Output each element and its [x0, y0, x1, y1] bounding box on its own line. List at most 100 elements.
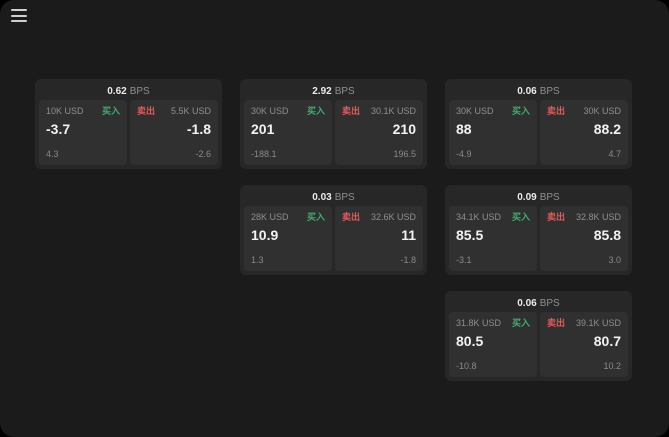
bps-label: BPS [334, 86, 355, 97]
sell-price: 85.8 [593, 227, 621, 243]
sell-delta: 4.7 [608, 149, 621, 159]
sell-price: 210 [392, 121, 416, 137]
quote-body: 30K USD 买入 201 -188.1 卖出 30.1K USD 210 1… [244, 100, 423, 165]
sell-size: 39.1K USD [575, 318, 621, 328]
spread-header: 0.06 BPS [449, 83, 628, 100]
buy-size: 10K USD [46, 106, 84, 116]
quote-body: 31.8K USD 买入 80.5 -10.8 卖出 39.1K USD 80.… [449, 312, 628, 377]
menu-icon[interactable] [11, 9, 27, 22]
quote-card: 0.09 BPS 34.1K USD 买入 85.5 -3.1 卖出 32.8K… [445, 185, 632, 275]
sell-size: 32.6K USD [370, 212, 416, 222]
sell-delta: 3.0 [608, 255, 621, 265]
buy-panel-header: 10K USD 买入 [46, 106, 120, 117]
buy-price: 201 [251, 121, 275, 137]
sell-panel-header: 卖出 39.1K USD [547, 318, 621, 329]
buy-price: 85.5 [456, 227, 484, 243]
sell-panel-header: 卖出 32.8K USD [547, 212, 621, 223]
buy-price: 88 [456, 121, 472, 137]
sell-panel[interactable]: 卖出 30K USD 88.2 4.7 [540, 100, 628, 165]
buy-price: 10.9 [251, 227, 279, 243]
quote-card: 0.62 BPS 10K USD 买入 -3.7 4.3 卖出 5.5K USD [35, 79, 222, 169]
buy-panel[interactable]: 30K USD 买入 88 -4.9 [449, 100, 537, 165]
buy-price: 80.5 [456, 333, 484, 349]
buy-delta: 1.3 [251, 255, 264, 265]
sell-panel[interactable]: 卖出 39.1K USD 80.7 10.2 [540, 312, 628, 377]
sell-price: 88.2 [593, 121, 621, 137]
buy-label: 买入 [101, 106, 120, 116]
menu-bar [11, 20, 27, 22]
buy-panel-header: 30K USD 买入 [251, 106, 325, 117]
spread-value: 0.09 [517, 192, 537, 203]
buy-size: 34.1K USD [456, 212, 502, 222]
sell-price: -1.8 [186, 121, 211, 137]
sell-label: 卖出 [547, 318, 566, 328]
buy-size: 30K USD [456, 106, 494, 116]
spread-header: 0.03 BPS [244, 189, 423, 206]
sell-delta: 10.2 [603, 361, 621, 371]
spread-header: 0.62 BPS [39, 83, 218, 100]
sell-price: 80.7 [593, 333, 621, 349]
sell-panel[interactable]: 卖出 30.1K USD 210 196.5 [335, 100, 423, 165]
sell-delta: -1.8 [400, 255, 416, 265]
spread-header: 0.09 BPS [449, 189, 628, 206]
sell-panel-header: 卖出 30K USD [547, 106, 621, 117]
spread-value: 2.92 [312, 86, 332, 97]
sell-delta: 196.5 [393, 149, 416, 159]
buy-panel[interactable]: 30K USD 买入 201 -188.1 [244, 100, 332, 165]
buy-size: 28K USD [251, 212, 289, 222]
sell-size: 30K USD [583, 106, 621, 116]
sell-panel[interactable]: 卖出 32.8K USD 85.8 3.0 [540, 206, 628, 271]
quote-cards-grid: 0.62 BPS 10K USD 买入 -3.7 4.3 卖出 5.5K USD [35, 79, 632, 381]
bps-label: BPS [129, 86, 150, 97]
quote-card: 0.06 BPS 30K USD 买入 88 -4.9 卖出 30K USD [445, 79, 632, 169]
quote-body: 30K USD 买入 88 -4.9 卖出 30K USD 88.2 4.7 [449, 100, 628, 165]
sell-panel[interactable]: 卖出 32.6K USD 11 -1.8 [335, 206, 423, 271]
buy-panel-header: 28K USD 买入 [251, 212, 325, 223]
buy-panel[interactable]: 34.1K USD 买入 85.5 -3.1 [449, 206, 537, 271]
sell-panel-header: 卖出 5.5K USD [137, 106, 211, 117]
spread-value: 0.03 [312, 192, 332, 203]
sell-panel[interactable]: 卖出 5.5K USD -1.8 -2.6 [130, 100, 218, 165]
buy-size: 30K USD [251, 106, 289, 116]
sell-label: 卖出 [342, 212, 361, 222]
sell-size: 30.1K USD [370, 106, 416, 116]
quote-body: 34.1K USD 买入 85.5 -3.1 卖出 32.8K USD 85.8… [449, 206, 628, 271]
quote-card: 2.92 BPS 30K USD 买入 201 -188.1 卖出 30.1K … [240, 79, 427, 169]
buy-delta: 4.3 [46, 149, 59, 159]
buy-delta: -188.1 [251, 149, 277, 159]
spread-header: 2.92 BPS [244, 83, 423, 100]
buy-panel-header: 31.8K USD 买入 [456, 318, 530, 329]
menu-bar [11, 14, 27, 17]
buy-price: -3.7 [46, 121, 71, 137]
spread-header: 0.06 BPS [449, 295, 628, 312]
sell-size: 32.8K USD [575, 212, 621, 222]
spread-value: 0.62 [107, 86, 127, 97]
sell-label: 卖出 [547, 106, 566, 116]
buy-label: 买入 [511, 106, 530, 116]
buy-size: 31.8K USD [456, 318, 502, 328]
quote-card: 0.03 BPS 28K USD 买入 10.9 1.3 卖出 32.6K US… [240, 185, 427, 275]
bps-label: BPS [539, 192, 560, 203]
buy-delta: -3.1 [456, 255, 472, 265]
buy-label: 买入 [511, 318, 530, 328]
quote-body: 10K USD 买入 -3.7 4.3 卖出 5.5K USD -1.8 -2.… [39, 100, 218, 165]
bps-label: BPS [334, 192, 355, 203]
spread-value: 0.06 [517, 86, 537, 97]
buy-panel-header: 34.1K USD 买入 [456, 212, 530, 223]
buy-panel[interactable]: 10K USD 买入 -3.7 4.3 [39, 100, 127, 165]
buy-label: 买入 [306, 212, 325, 222]
bps-label: BPS [539, 298, 560, 309]
sell-panel-header: 卖出 32.6K USD [342, 212, 416, 223]
sell-delta: -2.6 [195, 149, 211, 159]
menu-bar [11, 9, 27, 11]
sell-label: 卖出 [342, 106, 361, 116]
buy-panel[interactable]: 31.8K USD 买入 80.5 -10.8 [449, 312, 537, 377]
buy-panel[interactable]: 28K USD 买入 10.9 1.3 [244, 206, 332, 271]
spread-value: 0.06 [517, 298, 537, 309]
buy-delta: -4.9 [456, 149, 472, 159]
sell-price: 11 [401, 227, 416, 243]
buy-delta: -10.8 [456, 361, 477, 371]
bps-label: BPS [539, 86, 560, 97]
buy-label: 买入 [306, 106, 325, 116]
quote-body: 28K USD 买入 10.9 1.3 卖出 32.6K USD 11 -1.8 [244, 206, 423, 271]
